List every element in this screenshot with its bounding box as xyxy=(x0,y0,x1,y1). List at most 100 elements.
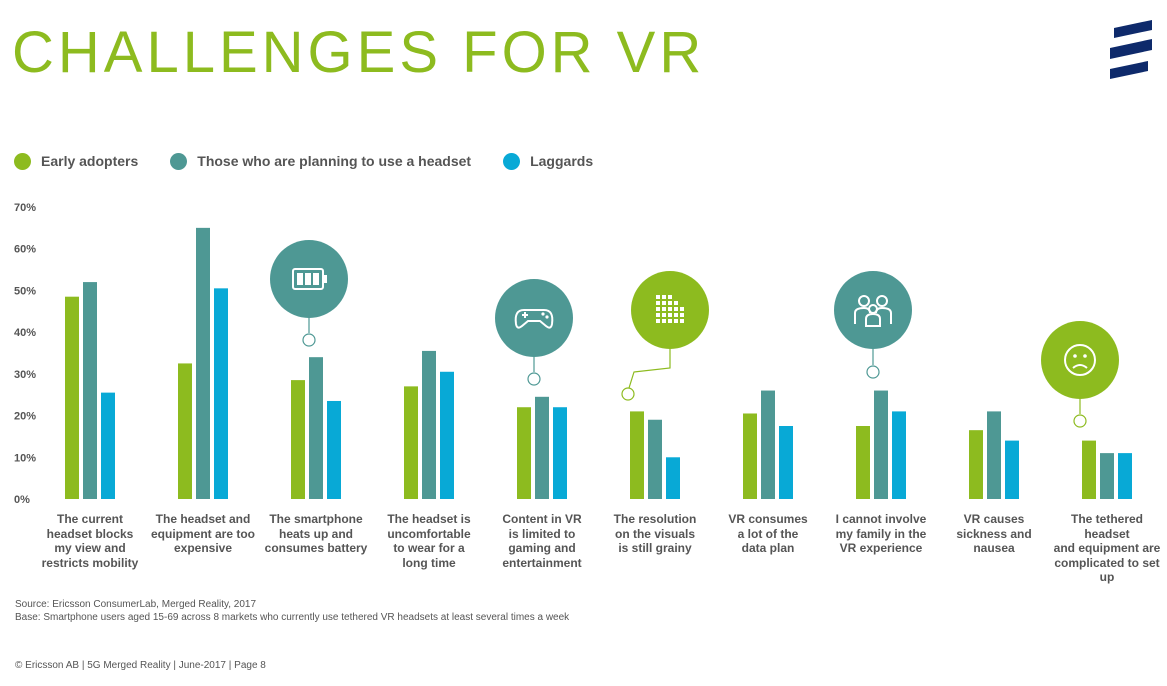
category-label-line: to wear for a xyxy=(393,541,465,555)
category-label-line: long time xyxy=(402,555,456,570)
category-label-line: sickness and xyxy=(956,526,1032,541)
pixels-icon xyxy=(631,271,709,349)
y-tick-label: 10% xyxy=(14,452,36,464)
bar xyxy=(630,411,644,499)
legend-item-planning: Those who are planning to use a headset xyxy=(170,152,471,170)
category-label-line: gaming and xyxy=(508,541,576,555)
category-label-line: The headset is xyxy=(387,512,471,526)
category-label: The smartphone heats up and consumes batte… xyxy=(258,512,374,556)
category-label-line: my view and xyxy=(54,541,126,555)
bar xyxy=(440,371,454,499)
ericsson-logo xyxy=(1110,20,1152,79)
bar xyxy=(856,426,870,499)
bar xyxy=(309,357,323,499)
category-label-line: uncomfortable xyxy=(387,526,471,541)
bar xyxy=(987,411,1001,499)
gamepad-icon xyxy=(495,279,573,357)
bar xyxy=(892,411,906,499)
category-label: I cannot involve my family in the VR exper… xyxy=(823,512,939,556)
icon-anchor xyxy=(621,387,635,401)
y-tick-label: 30% xyxy=(14,369,36,381)
legend-label: Laggards xyxy=(530,153,594,169)
icon-anchor xyxy=(1073,414,1087,428)
category-label: VR consumes a lot of the data plan xyxy=(710,512,826,556)
chart-legend: Early adopters Those who are planning to… xyxy=(14,150,625,172)
sad-face-icon xyxy=(1041,321,1119,399)
category-label-line: equipment are too xyxy=(150,526,255,541)
family-icon xyxy=(834,271,912,349)
bar xyxy=(535,396,549,499)
bar xyxy=(404,386,418,499)
bar xyxy=(83,282,97,499)
category-label-line: Content in VR xyxy=(502,512,582,526)
category-label-line: is limited to xyxy=(508,526,576,541)
category-label-line: data plan xyxy=(741,541,795,555)
y-tick-label: 50% xyxy=(14,285,36,297)
bar xyxy=(648,419,662,499)
category-label: The tethered headset and equipment are com… xyxy=(1049,512,1165,585)
bar xyxy=(101,392,115,499)
y-tick-label: 0% xyxy=(14,494,30,506)
bar xyxy=(214,288,228,499)
bar xyxy=(1118,453,1132,499)
category-label: VR causes sickness and nausea xyxy=(936,512,1052,556)
source-note: Source: Ericsson ConsumerLab, Merged Rea… xyxy=(15,598,569,624)
bar xyxy=(779,426,793,499)
legend-swatch-early-adopters xyxy=(14,152,31,170)
category-label-line: The smartphone xyxy=(269,512,363,526)
category-label-line: The resolution xyxy=(613,512,697,526)
base-line: Base: Smartphone users aged 15-69 across… xyxy=(15,612,570,623)
bar xyxy=(761,390,775,499)
icon-anchor xyxy=(527,372,541,386)
category-label-line: a lot of the xyxy=(737,526,799,541)
source-line: Source: Ericsson ConsumerLab, Merged Rea… xyxy=(15,599,257,610)
category-label-line: nausea xyxy=(973,541,1015,555)
page-footer: © Ericsson AB | 5G Merged Reality | June… xyxy=(15,660,266,671)
category-label: The resolution on the visuals is still gra… xyxy=(597,512,713,556)
icon-anchor xyxy=(302,333,316,347)
legend-item-laggards: Laggards xyxy=(503,152,594,170)
category-label-line: heats up and xyxy=(278,526,353,541)
bar xyxy=(553,407,567,499)
category-label-line: VR consumes xyxy=(728,512,808,526)
icon-anchor xyxy=(866,365,880,379)
battery-icon xyxy=(270,240,348,318)
category-label-line: my family in the xyxy=(835,526,927,541)
legend-swatch-laggards xyxy=(503,152,521,170)
category-label-line: The headset and xyxy=(155,512,251,526)
category-label-line: and equipment are xyxy=(1053,541,1161,555)
category-label-line: entertainment xyxy=(502,555,582,570)
bar xyxy=(178,363,192,499)
icon-connector xyxy=(628,349,671,389)
bar xyxy=(969,430,983,499)
bar xyxy=(65,296,79,499)
bar xyxy=(666,457,680,499)
category-label: The current headset blocks my view and rest… xyxy=(32,512,148,570)
bar xyxy=(422,350,436,499)
category-label-line: VR causes xyxy=(963,512,1025,526)
category-label: The headset is uncomfortable to wear for a… xyxy=(371,512,487,570)
category-label-line: headset blocks xyxy=(46,526,134,541)
legend-item-early-adopters: Early adopters xyxy=(14,152,138,170)
category-label-line: expensive xyxy=(173,541,233,555)
bar xyxy=(196,227,210,499)
y-tick-label: 60% xyxy=(14,244,36,256)
bar-chart: 0% 10% 20% 30% 40% 50% 60% 70% xyxy=(14,202,1132,506)
bar xyxy=(1005,440,1019,499)
category-label-line: is still grainy xyxy=(618,541,692,555)
y-tick-label: 40% xyxy=(14,327,36,339)
y-tick-label: 70% xyxy=(14,202,36,214)
bar xyxy=(1082,440,1096,499)
category-label-line: The tethered headset xyxy=(1070,512,1143,541)
page-title: CHALLENGES FOR VR xyxy=(12,20,706,85)
category-label-line: restricts mobility xyxy=(41,555,139,570)
category-label-line: consumes battery xyxy=(264,541,368,555)
bar xyxy=(874,390,888,499)
bar xyxy=(291,380,305,499)
category-label-line: complicated to set up xyxy=(1054,555,1160,585)
bar xyxy=(327,400,341,499)
category-label-line: on the visuals xyxy=(614,526,696,541)
bar xyxy=(743,413,757,499)
category-label-line: The current xyxy=(56,512,123,526)
legend-swatch-planning xyxy=(170,152,188,170)
